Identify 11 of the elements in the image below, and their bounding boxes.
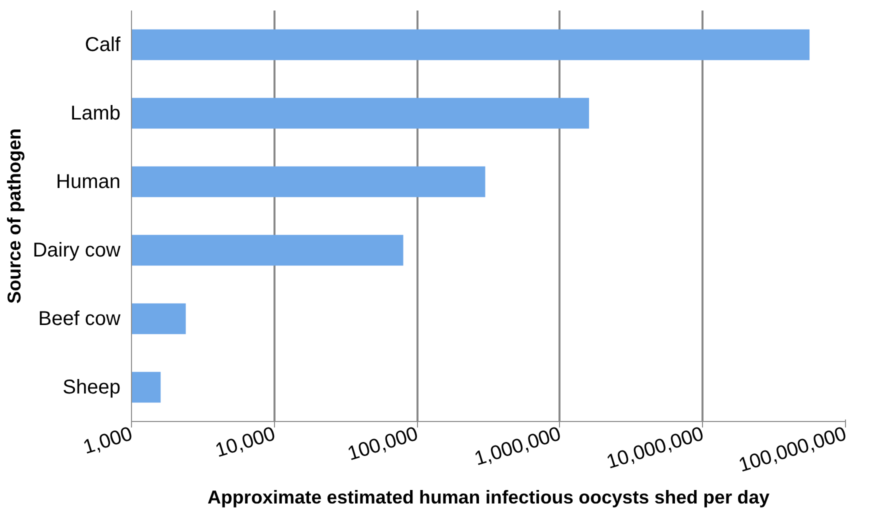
x-axis-title: Approximate estimated human infectious oocysts shed per day — [208, 486, 770, 508]
x-tick-label: 100,000 — [345, 422, 421, 466]
y-tick-label: Dairy cow — [32, 239, 122, 262]
y-tick-label: Lamb — [70, 102, 120, 124]
x-tick-label: 1,000 — [80, 422, 136, 459]
y-tick-label: Sheep — [62, 376, 121, 398]
y-tick-label: Calf — [84, 34, 121, 56]
y-axis-title: Source of pathogen — [4, 128, 25, 304]
x-tick-label: 10,000 — [212, 422, 278, 462]
y-tick-label: Beef cow — [38, 308, 122, 330]
y-tick-label: Human — [56, 170, 121, 193]
